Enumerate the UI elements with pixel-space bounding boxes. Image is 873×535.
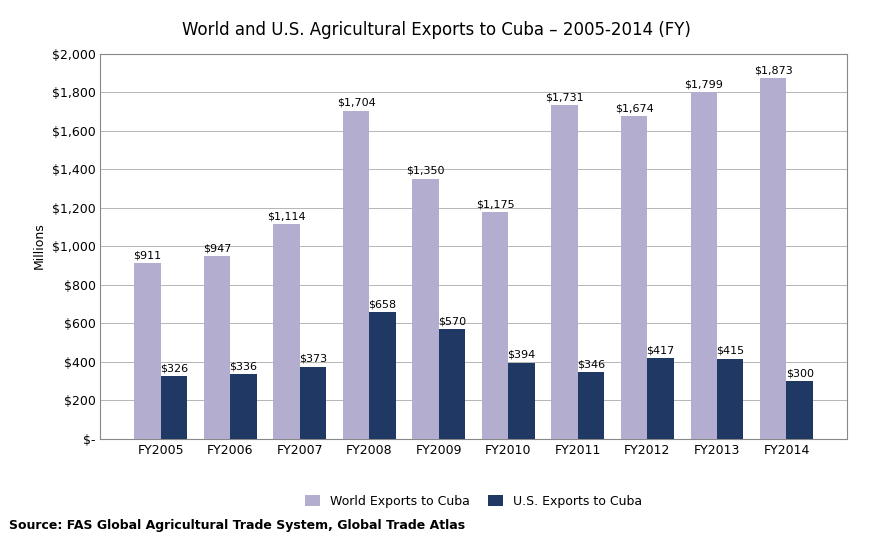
Bar <box>439 329 465 439</box>
Bar <box>134 263 161 439</box>
Text: $394: $394 <box>507 350 536 360</box>
Text: $417: $417 <box>647 346 675 355</box>
Text: Source: FAS Global Agricultural Trade System, Global Trade Atlas: Source: FAS Global Agricultural Trade Sy… <box>9 519 464 532</box>
Text: $300: $300 <box>786 368 814 378</box>
Text: $1,114: $1,114 <box>267 211 306 221</box>
Y-axis label: Millions: Millions <box>33 223 46 270</box>
Bar <box>369 312 395 439</box>
Bar <box>273 224 299 439</box>
Bar <box>508 363 535 439</box>
Bar <box>787 381 813 439</box>
Text: $1,674: $1,674 <box>615 103 654 113</box>
Bar <box>230 374 257 439</box>
Bar <box>343 111 369 439</box>
Text: $1,350: $1,350 <box>406 166 445 176</box>
Text: $346: $346 <box>577 359 605 369</box>
Text: $1,175: $1,175 <box>476 200 514 210</box>
Text: $326: $326 <box>160 363 188 373</box>
Text: $1,799: $1,799 <box>684 79 723 89</box>
Bar <box>578 372 604 439</box>
Text: $570: $570 <box>438 316 466 326</box>
Bar <box>482 212 508 439</box>
Text: $1,704: $1,704 <box>337 97 375 108</box>
Bar <box>204 256 230 439</box>
Text: $415: $415 <box>716 346 744 356</box>
Bar <box>760 78 787 439</box>
Bar <box>717 359 743 439</box>
Bar <box>161 376 187 439</box>
Text: $1,731: $1,731 <box>546 93 584 102</box>
Text: World and U.S. Agricultural Exports to Cuba – 2005-2014 (FY): World and U.S. Agricultural Exports to C… <box>182 21 691 40</box>
Bar <box>412 179 439 439</box>
Text: $1,873: $1,873 <box>754 65 793 75</box>
Legend: World Exports to Cuba, U.S. Exports to Cuba: World Exports to Cuba, U.S. Exports to C… <box>305 495 643 508</box>
Text: $911: $911 <box>134 250 162 261</box>
Text: $947: $947 <box>203 243 231 254</box>
Bar <box>648 358 674 439</box>
Text: $658: $658 <box>368 299 396 309</box>
Bar <box>299 367 327 439</box>
Text: $373: $373 <box>299 354 327 364</box>
Bar <box>552 105 578 439</box>
Text: $336: $336 <box>230 361 258 371</box>
Bar <box>691 92 717 439</box>
Bar <box>621 116 648 439</box>
